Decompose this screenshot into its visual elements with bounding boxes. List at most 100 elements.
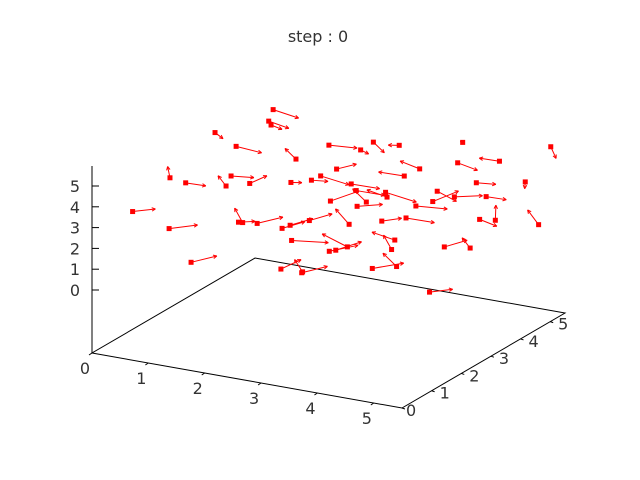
arrow-head	[380, 192, 385, 197]
velocity-arrow	[372, 262, 404, 269]
data-point	[354, 203, 360, 209]
arrow-head	[324, 178, 329, 184]
y-tick-mark	[550, 321, 554, 324]
arrow-head	[251, 219, 256, 224]
arrow-head	[380, 148, 385, 154]
arrow-head	[493, 204, 498, 209]
arrow-head	[297, 259, 302, 264]
x-tick-label: 4	[305, 399, 315, 418]
data-point	[441, 244, 447, 250]
arrow-head	[388, 142, 393, 148]
velocity-arrow	[357, 203, 383, 207]
data-point	[233, 143, 239, 149]
x-tick-mark	[370, 402, 375, 406]
data-point	[353, 188, 359, 194]
data-point	[326, 248, 332, 254]
x-tick-mark	[257, 382, 262, 386]
data-point	[293, 156, 299, 162]
data-point	[278, 266, 284, 272]
arrow-head	[334, 208, 340, 213]
data-point	[300, 269, 306, 275]
data-point	[496, 158, 502, 164]
arrow-head	[217, 175, 222, 180]
velocity-arrow	[335, 208, 350, 225]
arrow-head	[430, 219, 435, 225]
velocity-arrow	[356, 190, 385, 196]
data-point	[270, 107, 276, 113]
data-point	[183, 180, 189, 186]
velocity-arrow	[272, 109, 299, 119]
data-point	[477, 216, 483, 222]
velocity-arrow	[132, 208, 156, 213]
velocity-arrow	[405, 217, 435, 224]
data-point	[455, 160, 461, 166]
z-tick-label: 3	[70, 219, 80, 238]
velocity-arrow	[351, 183, 380, 190]
data-point	[389, 247, 395, 253]
data-point	[308, 177, 314, 183]
data-point	[266, 118, 272, 124]
data-point	[522, 179, 528, 185]
y-tick-mark	[490, 355, 495, 358]
data-point	[254, 220, 260, 226]
data-point	[223, 183, 229, 189]
arrow-head	[353, 145, 358, 150]
arrow-head	[201, 183, 207, 188]
arrow-head	[278, 215, 284, 221]
data-point	[188, 259, 194, 265]
data-point	[427, 289, 433, 295]
data-point	[268, 122, 274, 128]
data-point	[403, 215, 409, 221]
velocity-arrow	[399, 160, 420, 170]
velocity-arrow	[190, 255, 217, 263]
arrow-head	[321, 233, 327, 238]
arrow-head	[378, 170, 383, 175]
velocity-arrow	[311, 179, 329, 182]
x-tick-label: 2	[193, 379, 203, 398]
arrow-head	[193, 223, 198, 228]
arrow-head	[399, 160, 405, 165]
velocity-arrow	[309, 213, 333, 222]
z-tick-label: 4	[70, 198, 80, 217]
arrow-head	[463, 239, 468, 244]
x-tick-mark	[88, 352, 93, 356]
arrow-head	[328, 212, 333, 217]
data-point	[492, 217, 498, 223]
y-tick-label: 0	[406, 401, 416, 420]
arrow-head	[294, 259, 299, 264]
data-point	[434, 188, 440, 194]
data-point	[167, 175, 173, 181]
y-tick-label: 4	[529, 332, 539, 351]
velocity-arrow	[381, 217, 402, 222]
y-tick-mark	[401, 407, 406, 410]
velocity-arrow	[291, 239, 329, 244]
velocity-arrow	[249, 175, 268, 184]
data-point	[287, 222, 293, 228]
arrow-head	[212, 254, 218, 259]
y-tick-mark	[431, 390, 435, 393]
data-point	[536, 222, 542, 228]
arrow-head	[399, 261, 405, 266]
velocity-arrow	[281, 221, 306, 229]
velocity-arrow	[169, 224, 198, 230]
arrow-head	[284, 147, 289, 153]
arrow-head	[382, 252, 387, 258]
data-point	[396, 142, 402, 148]
data-point	[334, 166, 340, 172]
data-point	[327, 198, 333, 204]
y-tick-label: 3	[499, 349, 509, 368]
arrow-head	[448, 287, 453, 292]
arrow-head	[375, 185, 380, 191]
data-points	[130, 107, 557, 295]
velocity-arrow	[429, 288, 453, 293]
data-point	[460, 139, 466, 145]
arrow-head	[491, 181, 497, 187]
data-point	[318, 173, 324, 179]
data-point	[548, 144, 554, 150]
velocity-arrow	[494, 205, 497, 221]
data-point	[369, 265, 375, 271]
arrow-head	[257, 149, 262, 155]
arrow-head	[371, 231, 376, 236]
data-point	[401, 173, 407, 179]
